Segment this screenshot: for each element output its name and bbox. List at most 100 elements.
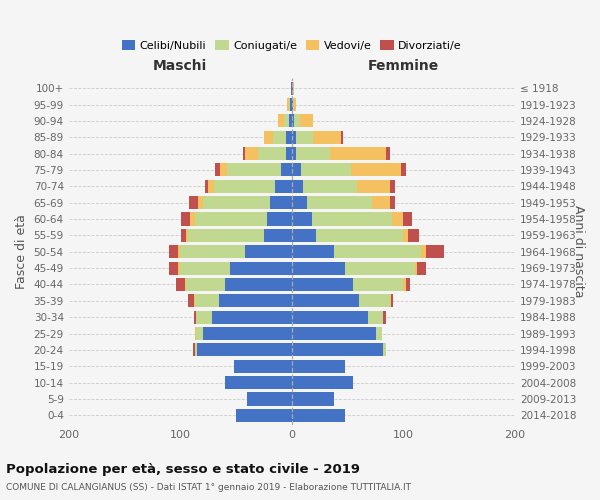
Bar <box>245 245 292 258</box>
Bar <box>303 180 356 193</box>
Bar <box>247 392 292 406</box>
Bar <box>264 229 292 242</box>
Bar <box>292 245 334 258</box>
Bar <box>278 114 284 128</box>
Bar <box>330 147 386 160</box>
Text: Femmine: Femmine <box>368 60 439 74</box>
Bar <box>392 212 403 226</box>
Bar <box>195 344 197 356</box>
Bar <box>292 262 346 274</box>
Bar <box>220 294 292 308</box>
Bar <box>401 164 406 176</box>
Bar <box>312 212 392 226</box>
Text: Popolazione per età, sesso e stato civile - 2019: Popolazione per età, sesso e stato civil… <box>6 462 360 475</box>
Bar <box>176 278 185 291</box>
Bar <box>225 278 292 291</box>
Bar <box>386 147 390 160</box>
Bar <box>408 229 419 242</box>
Bar <box>341 130 343 144</box>
Bar <box>273 130 286 144</box>
Bar <box>215 164 220 176</box>
Bar <box>390 294 391 308</box>
Bar <box>181 212 190 226</box>
Bar <box>284 114 289 128</box>
Bar <box>188 229 264 242</box>
Bar <box>292 376 353 389</box>
Bar <box>426 245 443 258</box>
Bar <box>351 164 401 176</box>
Bar <box>185 278 186 291</box>
Bar <box>294 98 296 111</box>
Bar <box>403 212 412 226</box>
Bar <box>292 229 316 242</box>
Bar <box>292 98 293 111</box>
Bar <box>195 327 196 340</box>
Bar <box>421 245 426 258</box>
Text: COMUNE DI CALANGIANUS (SS) - Dati ISTAT 1° gennaio 2019 - Elaborazione TUTTITALI: COMUNE DI CALANGIANUS (SS) - Dati ISTAT … <box>6 484 411 492</box>
Bar <box>346 262 415 274</box>
Bar <box>359 294 390 308</box>
Bar <box>296 130 313 144</box>
Bar <box>293 82 294 94</box>
Bar <box>194 310 196 324</box>
Bar <box>186 278 225 291</box>
Bar <box>292 294 359 308</box>
Bar <box>243 147 245 160</box>
Bar <box>406 278 410 291</box>
Bar <box>180 262 230 274</box>
Bar <box>203 196 269 209</box>
Bar <box>286 130 292 144</box>
Bar <box>372 196 390 209</box>
Bar <box>234 360 292 373</box>
Bar <box>236 409 292 422</box>
Bar <box>180 245 245 258</box>
Bar <box>281 164 292 176</box>
Bar <box>383 344 386 356</box>
Bar <box>289 114 292 128</box>
Bar <box>299 114 313 128</box>
Bar <box>391 294 394 308</box>
Bar <box>230 262 292 274</box>
Bar <box>292 212 312 226</box>
Bar <box>198 196 203 209</box>
Legend: Celibi/Nubili, Coniugati/e, Vedovi/e, Divorziati/e: Celibi/Nubili, Coniugati/e, Vedovi/e, Di… <box>118 36 466 55</box>
Bar <box>294 114 299 128</box>
Bar <box>296 147 330 160</box>
Bar <box>307 196 372 209</box>
Bar <box>197 344 292 356</box>
Bar <box>214 180 275 193</box>
Bar <box>178 245 180 258</box>
Bar <box>292 278 353 291</box>
Bar <box>225 376 292 389</box>
Bar <box>292 180 303 193</box>
Bar <box>291 82 292 94</box>
Bar <box>292 392 334 406</box>
Bar <box>292 409 346 422</box>
Bar <box>290 98 292 111</box>
Bar <box>287 98 289 111</box>
Bar <box>169 262 178 274</box>
Bar <box>195 212 268 226</box>
Bar <box>196 310 212 324</box>
Bar <box>292 114 294 128</box>
Bar <box>268 212 292 226</box>
Bar <box>292 344 383 356</box>
Bar <box>390 180 395 193</box>
Bar <box>292 196 307 209</box>
Bar <box>292 360 346 373</box>
Bar <box>208 180 214 193</box>
Bar <box>383 310 386 324</box>
Bar <box>193 344 195 356</box>
Bar <box>313 130 341 144</box>
Bar <box>269 196 292 209</box>
Bar <box>293 98 294 111</box>
Bar <box>195 294 220 308</box>
Bar <box>190 212 195 226</box>
Bar <box>403 278 406 291</box>
Bar <box>289 98 290 111</box>
Bar <box>301 164 351 176</box>
Bar <box>316 229 403 242</box>
Bar <box>415 262 417 274</box>
Bar <box>292 130 296 144</box>
Bar <box>292 147 296 160</box>
